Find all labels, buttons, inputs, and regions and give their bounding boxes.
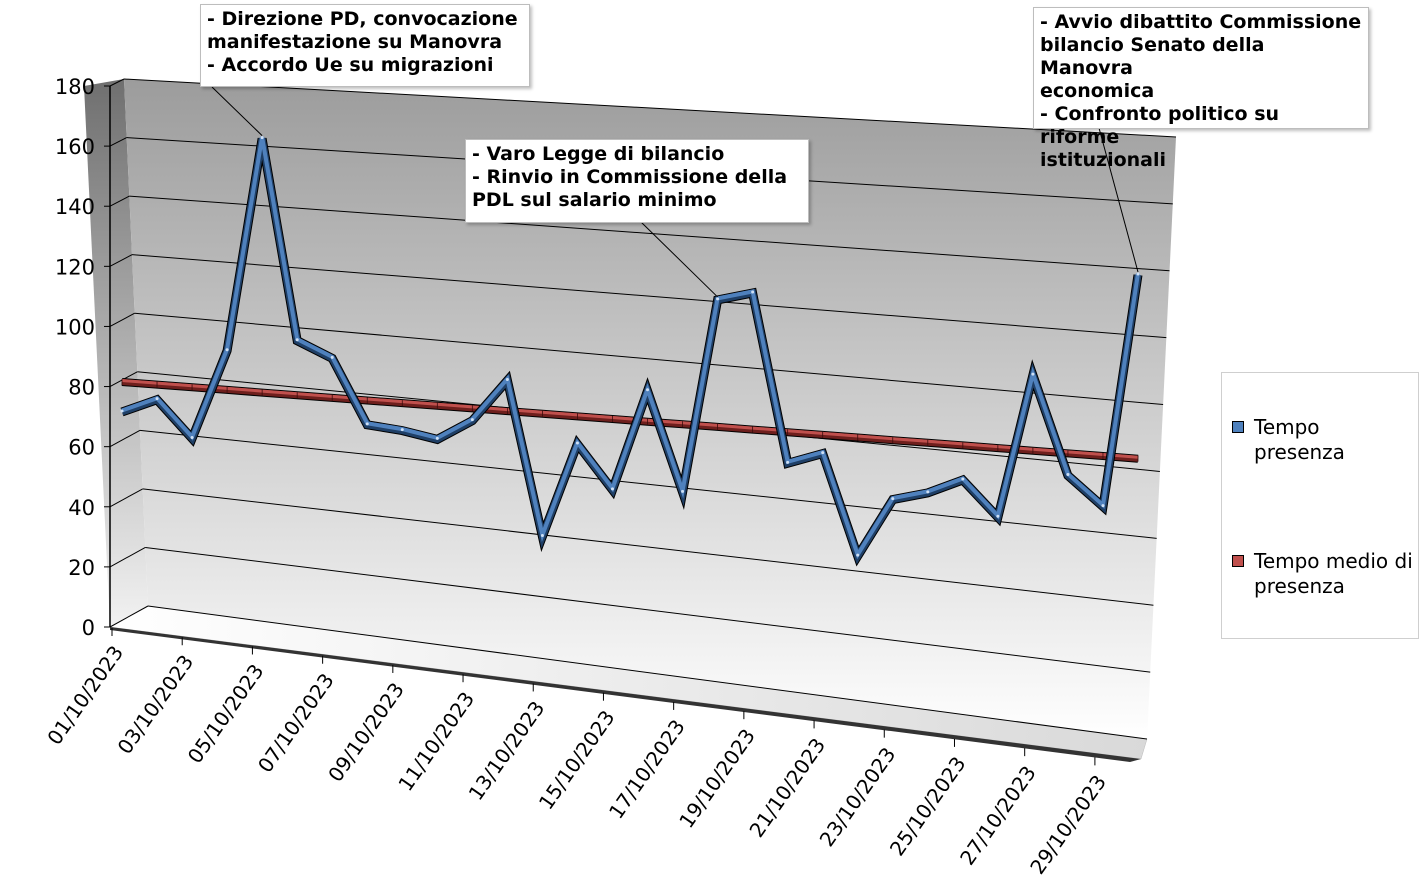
legend-label-tempo-presenza: Tempo presenza	[1254, 415, 1345, 464]
series-point	[681, 489, 685, 493]
gridline	[129, 195, 1170, 272]
x-tick-label: 17/10/2023	[604, 715, 690, 823]
series-line	[121, 379, 1139, 459]
series-point	[891, 497, 895, 501]
series-point	[856, 553, 860, 557]
x-tick-label: 19/10/2023	[674, 724, 760, 832]
series-point	[295, 338, 299, 342]
y-tick-label: 100	[55, 315, 95, 339]
series-point	[505, 377, 509, 381]
annotation-connector	[1098, 127, 1139, 273]
series-point	[260, 136, 264, 140]
series-point	[1101, 504, 1105, 508]
gridline	[142, 488, 1154, 606]
series-point	[786, 460, 790, 464]
x-tick-label: 25/10/2023	[885, 752, 971, 860]
series-point	[751, 290, 755, 294]
series-point	[225, 348, 229, 352]
x-tick-label: 01/10/2023	[42, 641, 128, 749]
series-point	[821, 451, 825, 455]
series-point	[400, 428, 404, 432]
gridline	[139, 429, 1157, 539]
annotation-connector	[211, 86, 263, 137]
gridline	[123, 78, 1177, 138]
x-tick-label: 21/10/2023	[744, 734, 830, 842]
series-point	[365, 422, 369, 426]
x-tick-label: 03/10/2023	[113, 650, 199, 758]
gridline	[134, 312, 1164, 406]
y-tick-label: 120	[55, 255, 95, 279]
annotation-connector	[640, 221, 718, 298]
x-tick-label: 05/10/2023	[183, 660, 269, 768]
y-tick-label: 20	[68, 556, 95, 580]
series-1	[121, 378, 1139, 463]
series-point	[1031, 372, 1035, 376]
y-tick-label: 0	[82, 616, 95, 640]
gridline-side	[109, 488, 143, 508]
series-point	[330, 355, 334, 359]
series-0	[120, 136, 1143, 567]
gridline-side	[109, 429, 141, 448]
y-tick-label: 40	[68, 496, 95, 520]
y-tick-label: 180	[55, 75, 95, 99]
gridline-side	[109, 137, 127, 147]
y-tick-label: 60	[68, 436, 95, 460]
legend-label-tempo-medio: Tempo medio di presenza	[1254, 549, 1413, 598]
annotation-1: - Direzione PD, convocazione manifestazi…	[200, 4, 530, 87]
gridline-side	[109, 312, 135, 327]
gridline	[147, 605, 1148, 740]
y-tick-label: 160	[55, 135, 95, 159]
series-point	[610, 487, 614, 491]
series-point	[996, 514, 1000, 518]
series-point	[435, 436, 439, 440]
series-line	[121, 136, 1140, 560]
legend: Tempo presenza Tempo medio di presenza	[1221, 372, 1419, 639]
series-point	[540, 533, 544, 537]
x-tick-label: 13/10/2023	[464, 697, 550, 805]
series-point	[120, 409, 124, 413]
y-tick-labels: 0 20 40 60 80 100 120 140 160 180	[55, 75, 110, 640]
gridlines	[109, 78, 1177, 740]
x-tick-label: 29/10/2023	[1025, 770, 1111, 878]
legend-swatch-tempo-presenza	[1232, 421, 1244, 433]
x-tick-label: 15/10/2023	[534, 706, 620, 814]
series-point	[1066, 472, 1070, 476]
legend-swatch-tempo-medio	[1232, 555, 1244, 567]
series-point	[575, 441, 579, 445]
series-point	[961, 477, 965, 481]
series-point	[190, 435, 194, 439]
x-tick-label: 09/10/2023	[323, 678, 409, 786]
gridline	[145, 546, 1151, 673]
y-tick-label: 140	[55, 195, 95, 219]
series-point	[716, 297, 720, 301]
series-point	[646, 388, 650, 392]
annotation-2: - Varo Legge di bilancio - Rinvio in Com…	[465, 139, 809, 223]
side-wall	[84, 79, 148, 627]
gridline-side	[109, 195, 130, 207]
gridline	[131, 254, 1167, 339]
series	[120, 136, 1143, 567]
x-tick-label: 07/10/2023	[253, 669, 339, 777]
x-tick-label: 23/10/2023	[815, 743, 901, 851]
series-point	[470, 418, 474, 422]
annotation-3: - Avvio dibattito Commissione bilancio S…	[1033, 7, 1369, 171]
annotation-connectors	[211, 86, 1139, 298]
x-tick-label: 27/10/2023	[955, 761, 1041, 869]
series-point	[155, 397, 159, 401]
x-tick-label: 11/10/2023	[393, 687, 479, 795]
gridline-side	[109, 547, 146, 568]
series-point	[1136, 272, 1140, 276]
gridline-side	[109, 605, 149, 628]
y-tick-label: 80	[68, 376, 95, 400]
floor-edge	[110, 627, 1141, 762]
series-point	[926, 490, 930, 494]
gridline-side	[109, 254, 133, 267]
gridline-side	[109, 78, 125, 87]
